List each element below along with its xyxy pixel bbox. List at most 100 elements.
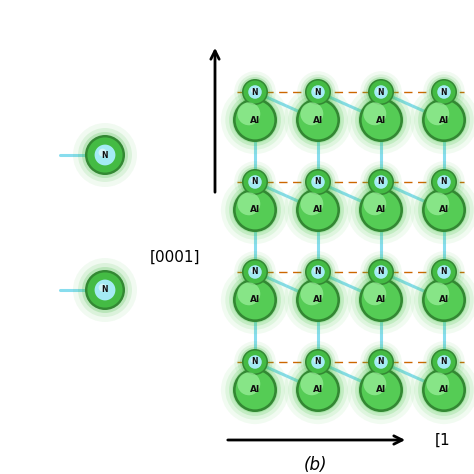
Circle shape bbox=[355, 94, 407, 146]
Circle shape bbox=[301, 102, 323, 125]
Text: N: N bbox=[441, 177, 447, 186]
Circle shape bbox=[242, 169, 268, 195]
Text: N: N bbox=[315, 357, 321, 366]
Text: N: N bbox=[102, 151, 108, 159]
Circle shape bbox=[237, 192, 260, 215]
Circle shape bbox=[358, 367, 404, 413]
Circle shape bbox=[229, 274, 281, 326]
Circle shape bbox=[360, 341, 402, 383]
Circle shape bbox=[305, 259, 331, 285]
Circle shape bbox=[314, 178, 319, 183]
Circle shape bbox=[377, 178, 382, 183]
Circle shape bbox=[236, 100, 274, 139]
Circle shape bbox=[414, 180, 474, 240]
Circle shape bbox=[423, 341, 465, 383]
Circle shape bbox=[221, 176, 289, 244]
Circle shape bbox=[414, 360, 474, 419]
Text: N: N bbox=[378, 267, 384, 276]
Circle shape bbox=[299, 191, 337, 229]
Circle shape bbox=[440, 268, 445, 273]
Text: Al: Al bbox=[439, 206, 449, 215]
Circle shape bbox=[437, 355, 451, 369]
Circle shape bbox=[421, 97, 467, 143]
Circle shape bbox=[307, 261, 329, 283]
Circle shape bbox=[422, 98, 466, 142]
Circle shape bbox=[425, 371, 464, 410]
Circle shape bbox=[301, 345, 336, 380]
Circle shape bbox=[303, 77, 333, 107]
Circle shape bbox=[237, 164, 273, 200]
Circle shape bbox=[248, 175, 262, 189]
Circle shape bbox=[237, 74, 273, 109]
Circle shape bbox=[233, 368, 277, 412]
Circle shape bbox=[410, 356, 474, 424]
Circle shape bbox=[364, 373, 386, 395]
Circle shape bbox=[236, 191, 274, 229]
Circle shape bbox=[364, 345, 399, 380]
Circle shape bbox=[237, 373, 260, 395]
Circle shape bbox=[351, 91, 410, 150]
Circle shape bbox=[288, 270, 348, 330]
Circle shape bbox=[284, 266, 352, 334]
Circle shape bbox=[221, 266, 289, 334]
Circle shape bbox=[237, 345, 273, 380]
Circle shape bbox=[99, 149, 107, 156]
Circle shape bbox=[221, 86, 289, 154]
Circle shape bbox=[362, 100, 401, 139]
Circle shape bbox=[359, 278, 403, 322]
Circle shape bbox=[288, 360, 348, 419]
Circle shape bbox=[360, 251, 402, 293]
Circle shape bbox=[364, 164, 399, 200]
Circle shape bbox=[229, 184, 281, 236]
Text: N: N bbox=[315, 88, 321, 97]
Circle shape bbox=[423, 71, 465, 113]
Circle shape bbox=[351, 180, 410, 240]
Circle shape bbox=[233, 98, 277, 142]
Text: Al: Al bbox=[313, 385, 323, 394]
Circle shape bbox=[251, 268, 256, 273]
Circle shape bbox=[427, 192, 449, 215]
Circle shape bbox=[85, 270, 125, 310]
Circle shape bbox=[425, 191, 464, 229]
Circle shape bbox=[95, 145, 115, 165]
Circle shape bbox=[297, 341, 339, 383]
Circle shape bbox=[82, 267, 128, 313]
Circle shape bbox=[78, 263, 132, 317]
Circle shape bbox=[232, 97, 278, 143]
Circle shape bbox=[82, 132, 128, 178]
Text: Al: Al bbox=[376, 385, 386, 394]
Circle shape bbox=[366, 167, 396, 197]
Circle shape bbox=[225, 180, 285, 240]
Text: Al: Al bbox=[376, 295, 386, 304]
Text: N: N bbox=[315, 267, 321, 276]
Circle shape bbox=[364, 192, 386, 215]
Circle shape bbox=[244, 81, 266, 103]
Circle shape bbox=[423, 251, 465, 293]
Circle shape bbox=[297, 71, 339, 113]
Circle shape bbox=[314, 358, 319, 363]
Circle shape bbox=[355, 184, 407, 236]
Circle shape bbox=[422, 188, 466, 232]
Circle shape bbox=[433, 81, 456, 103]
Circle shape bbox=[422, 278, 466, 322]
Circle shape bbox=[307, 171, 329, 193]
Circle shape bbox=[307, 81, 329, 103]
Circle shape bbox=[425, 100, 464, 139]
Circle shape bbox=[301, 373, 323, 395]
Circle shape bbox=[305, 169, 331, 195]
Text: N: N bbox=[378, 177, 384, 186]
Circle shape bbox=[251, 178, 256, 183]
Circle shape bbox=[87, 137, 123, 173]
Circle shape bbox=[360, 161, 402, 203]
Circle shape bbox=[370, 81, 392, 103]
Circle shape bbox=[244, 171, 266, 193]
Circle shape bbox=[301, 283, 323, 305]
Circle shape bbox=[347, 266, 415, 334]
Circle shape bbox=[248, 265, 262, 279]
Circle shape bbox=[423, 161, 465, 203]
Circle shape bbox=[295, 187, 341, 233]
Circle shape bbox=[236, 371, 274, 410]
Circle shape bbox=[233, 188, 277, 232]
Text: N: N bbox=[102, 285, 108, 294]
Circle shape bbox=[427, 74, 462, 109]
